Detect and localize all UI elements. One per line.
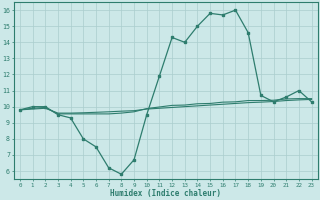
X-axis label: Humidex (Indice chaleur): Humidex (Indice chaleur) [110,189,221,198]
